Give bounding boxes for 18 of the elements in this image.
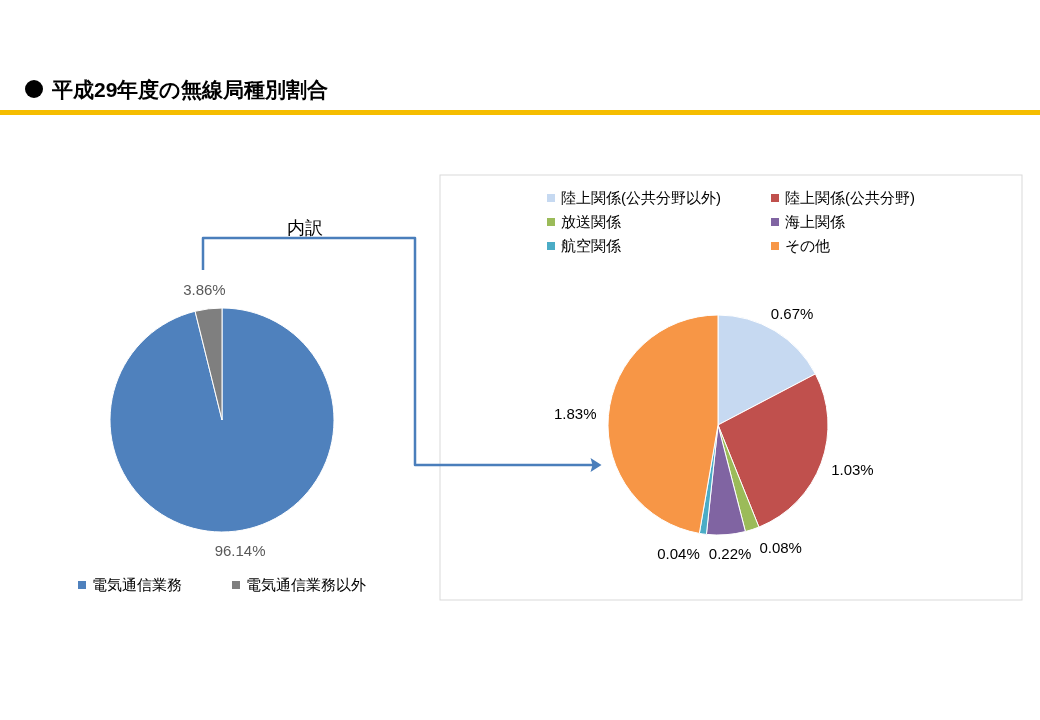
data-label: 0.04% <box>657 544 700 562</box>
legend-label: 放送関係 <box>561 213 621 231</box>
data-label: 1.03% <box>831 461 874 479</box>
legend-label: 航空関係 <box>561 237 621 255</box>
legend-label: 電気通信業務以外 <box>246 576 366 594</box>
chart-title: 平成29年度の無線局種別割合 <box>51 78 329 101</box>
data-label: 96.14% <box>214 541 266 559</box>
text: 内訳 <box>287 218 323 238</box>
data-label: 1.83% <box>553 405 597 423</box>
data-label: 3.86% <box>183 280 226 298</box>
data-label: 0.22% <box>708 545 752 563</box>
legend-label: その他 <box>785 237 830 255</box>
legend-label: 陸上関係(公共分野) <box>785 189 915 207</box>
data-label: 0.08% <box>759 539 802 557</box>
legend-label: 電気通信業務 <box>92 576 182 594</box>
legend-label: 陸上関係(公共分野以外) <box>561 189 721 207</box>
legend-label: 海上関係 <box>785 213 845 231</box>
data-label: 0.67% <box>770 305 814 323</box>
